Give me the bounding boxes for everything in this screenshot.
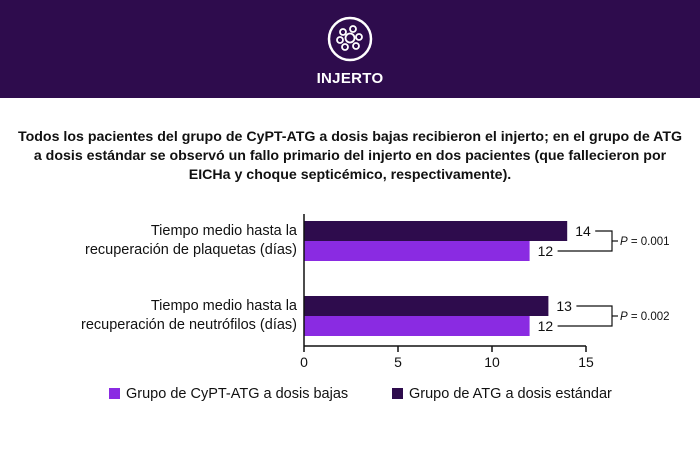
x-tick-label: 10 — [484, 354, 500, 370]
header-banner: INJERTO — [0, 0, 700, 98]
data-label: 14 — [575, 223, 591, 239]
p-value-label: P = 0.002 — [620, 311, 670, 323]
cells-icon — [327, 16, 373, 62]
legend-swatch-low — [109, 388, 120, 399]
category-label: recuperación de plaquetas (días) — [85, 242, 297, 258]
bar-standard-1 — [304, 296, 549, 316]
x-tick-label: 15 — [578, 354, 594, 370]
bar-low-0 — [304, 241, 530, 261]
x-tick-label: 5 — [394, 354, 402, 370]
data-label: 12 — [538, 243, 554, 259]
bar-standard-0 — [304, 221, 568, 241]
legend-label: Grupo de ATG a dosis estándar — [409, 386, 612, 402]
legend-label: Grupo de CyPT-ATG a dosis bajas — [126, 386, 348, 402]
category-label: Tiempo medio hasta la — [151, 298, 298, 314]
legend-swatch-standard — [392, 388, 403, 399]
data-label: 12 — [538, 318, 554, 334]
bar-low-1 — [304, 316, 530, 336]
category-label: Tiempo medio hasta la — [151, 223, 298, 239]
data-label: 13 — [556, 298, 572, 314]
page-title: INJERTO — [316, 70, 384, 87]
p-value-label: P = 0.001 — [620, 236, 670, 248]
category-label: recuperación de neutrófilos (días) — [81, 317, 297, 333]
x-tick-label: 0 — [300, 354, 308, 370]
summary-text: Todos los pacientes del grupo de CyPT-AT… — [17, 129, 683, 183]
